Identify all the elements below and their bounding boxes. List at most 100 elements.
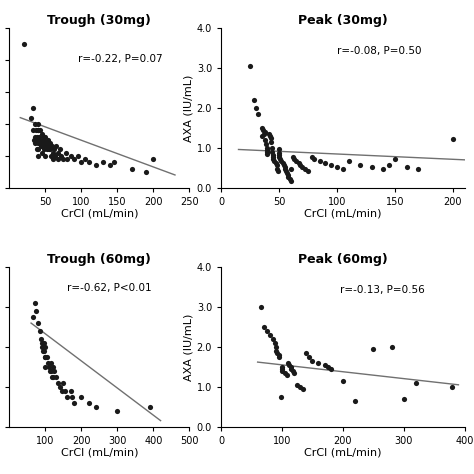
Point [351, 397, 359, 404]
Point [42, 152, 49, 160]
Point [38, 339, 46, 347]
Point [62, 149, 69, 156]
Point [270, 151, 277, 159]
Point [42, 133, 49, 140]
Point [278, 367, 286, 374]
X-axis label: CrCl (mL/min): CrCl (mL/min) [61, 447, 138, 457]
Point [42, 363, 49, 371]
Point [293, 381, 301, 389]
Point [85, 399, 92, 407]
Point [289, 367, 297, 374]
Point [39, 136, 46, 144]
Point [63, 393, 71, 401]
Point [99, 158, 107, 166]
Point [283, 371, 291, 379]
Point [264, 148, 271, 155]
Point [33, 146, 41, 153]
Point [281, 165, 289, 173]
Point [302, 349, 310, 357]
Point [49, 373, 56, 381]
Point [278, 365, 286, 373]
Point [284, 173, 292, 180]
Point [49, 363, 56, 371]
Point [48, 373, 56, 381]
Point [261, 136, 269, 144]
Point [380, 165, 387, 173]
Point [39, 143, 47, 150]
Point [85, 158, 92, 166]
Point [250, 96, 257, 104]
Point [272, 159, 279, 167]
Point [74, 152, 82, 160]
Point [56, 146, 64, 153]
Point [60, 379, 67, 387]
Point [46, 367, 54, 374]
Point [275, 153, 283, 160]
Point [92, 403, 100, 410]
Point [304, 167, 312, 175]
Point [29, 127, 36, 134]
Point [40, 146, 48, 153]
Point [291, 369, 298, 377]
Point [40, 339, 47, 347]
Point [282, 167, 290, 175]
Point [51, 367, 58, 374]
Point [43, 146, 51, 153]
Point [412, 379, 419, 387]
Point [47, 359, 55, 367]
Point [35, 146, 42, 153]
Text: r=-0.08, P=0.50: r=-0.08, P=0.50 [337, 46, 421, 56]
Point [36, 139, 44, 147]
X-axis label: CrCl (mL/min): CrCl (mL/min) [304, 208, 382, 218]
Point [35, 127, 42, 134]
Point [267, 134, 275, 142]
Point [284, 359, 292, 367]
Point [45, 359, 52, 367]
Point [306, 353, 313, 361]
Point [275, 351, 283, 359]
Point [275, 151, 283, 159]
Point [259, 126, 267, 134]
Point [36, 127, 44, 134]
Point [268, 148, 276, 155]
Point [31, 120, 38, 128]
Point [280, 161, 288, 168]
Point [273, 349, 281, 357]
Point [55, 155, 62, 163]
Point [301, 165, 309, 173]
Point [31, 300, 38, 307]
Point [78, 393, 85, 401]
X-axis label: CrCl (mL/min): CrCl (mL/min) [304, 447, 382, 457]
Text: r=-0.62, P<0.01: r=-0.62, P<0.01 [67, 283, 152, 293]
Point [315, 359, 322, 367]
Point [36, 327, 44, 335]
Point [266, 331, 273, 339]
Point [44, 136, 51, 144]
Point [283, 169, 291, 176]
Point [20, 41, 27, 48]
Point [258, 132, 265, 140]
Point [400, 395, 408, 402]
Point [299, 163, 306, 171]
Point [114, 407, 121, 414]
Point [60, 155, 67, 163]
Point [287, 177, 294, 184]
Point [36, 136, 44, 144]
Point [327, 365, 335, 373]
Point [31, 133, 38, 140]
Point [279, 159, 286, 167]
Point [30, 136, 38, 144]
Point [275, 149, 283, 156]
Point [270, 155, 277, 163]
Point [45, 363, 53, 371]
Point [54, 379, 62, 387]
Point [339, 165, 346, 173]
Point [34, 139, 41, 147]
Point [71, 399, 78, 407]
Point [292, 157, 300, 164]
Text: r=-0.13, P=0.56: r=-0.13, P=0.56 [340, 285, 425, 295]
Point [57, 152, 65, 160]
Point [34, 127, 41, 134]
Point [62, 387, 69, 394]
Point [50, 146, 58, 153]
